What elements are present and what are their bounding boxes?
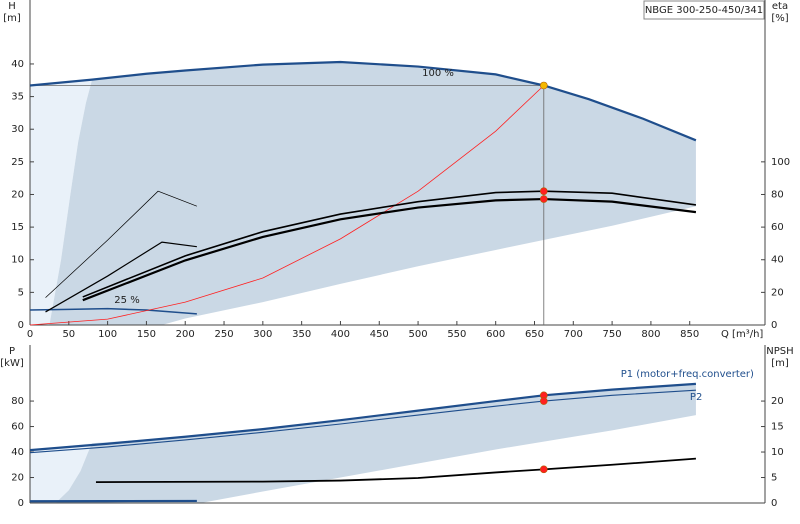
y2-axis-label: [m] [771, 358, 789, 369]
y-tick-label: 60 [11, 422, 24, 433]
x-tick-label: 350 [292, 329, 311, 340]
x-tick-label: 500 [409, 329, 428, 340]
y-tick-label: 10 [11, 255, 24, 266]
y-axis-label: P [9, 346, 15, 357]
y2-tick-label: 5 [771, 473, 777, 484]
y-tick-label: 20 [11, 473, 24, 484]
y-tick-label: 30 [11, 124, 24, 135]
y2-tick-label: 10 [771, 447, 784, 458]
y2-tick-label: 0 [771, 320, 777, 331]
y-tick-label: 5 [18, 287, 24, 298]
y-tick-label: 20 [11, 189, 24, 200]
x-tick-label: 450 [370, 329, 389, 340]
y-tick-label: 0 [18, 320, 24, 331]
annotation: 100 % [422, 68, 454, 79]
duty-point [540, 188, 547, 195]
y2-tick-label: 80 [771, 189, 784, 200]
x-tick-label: 800 [641, 329, 660, 340]
x-tick-label: 550 [447, 329, 466, 340]
x-tick-label: 200 [176, 329, 195, 340]
x-tick-label: 650 [525, 329, 544, 340]
y2-tick-label: 100 [771, 157, 790, 168]
y-axis-label: H [8, 1, 16, 12]
x-tick-label: 250 [214, 329, 233, 340]
y-axis-label: [m] [3, 13, 21, 24]
chart-title: NBGE 300-250-450/341 [645, 5, 763, 16]
series-label: P1 (motor+freq.converter) [621, 369, 754, 380]
y-tick-label: 15 [11, 222, 24, 233]
x-tick-label: 100 [98, 329, 117, 340]
duty-point [540, 82, 547, 89]
annotation: 25 % [114, 295, 139, 306]
y2-tick-label: 20 [771, 287, 784, 298]
x-tick-label: 750 [603, 329, 622, 340]
y2-axis-label: [%] [771, 13, 788, 24]
x-axis-label: Q [m³/h] [721, 329, 763, 340]
y-tick-label: 0 [18, 498, 24, 509]
x-tick-label: 600 [486, 329, 505, 340]
duty-point [540, 196, 547, 203]
x-tick-label: 300 [253, 329, 272, 340]
y2-tick-label: 40 [771, 255, 784, 266]
y-tick-label: 80 [11, 396, 24, 407]
duty-point [540, 398, 547, 405]
x-tick-label: 150 [137, 329, 156, 340]
x-tick-label: 850 [680, 329, 699, 340]
y2-tick-label: 60 [771, 222, 784, 233]
x-tick-label: 700 [564, 329, 583, 340]
y2-axis-label: eta [772, 1, 788, 12]
x-tick-label: 50 [62, 329, 75, 340]
y-tick-label: 40 [11, 59, 24, 70]
y-tick-label: 25 [11, 157, 24, 168]
y2-tick-label: 20 [771, 396, 784, 407]
series-label: P2 [690, 392, 702, 403]
x-tick-label: 0 [27, 329, 33, 340]
y-axis-label: [kW] [0, 358, 24, 369]
y-tick-label: 40 [11, 447, 24, 458]
duty-point [540, 466, 547, 473]
y-tick-label: 35 [11, 92, 24, 103]
y2-tick-label: 15 [771, 422, 784, 433]
y2-axis-label: NPSH [766, 346, 793, 357]
x-tick-label: 400 [331, 329, 350, 340]
y2-tick-label: 0 [771, 498, 777, 509]
